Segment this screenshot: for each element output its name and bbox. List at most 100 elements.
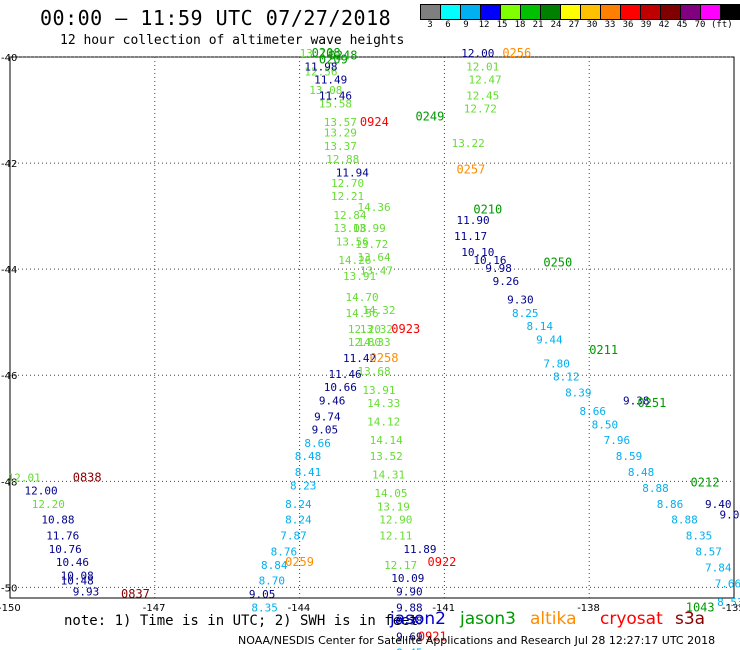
swh-reading: 13.57 <box>324 116 357 129</box>
lon-label: -150 <box>0 603 21 614</box>
swh-reading: 8.66 <box>304 437 331 450</box>
swh-reading: 12.01 <box>8 471 41 484</box>
lon-label: -141 <box>432 603 455 614</box>
legend-jason2: jason2 <box>390 609 446 629</box>
swh-reading: 9.04 <box>720 508 740 521</box>
pass-time-tag: 0921 <box>418 629 447 643</box>
swh-reading: 14.70 <box>345 291 378 304</box>
lon-label: -144 <box>288 603 311 614</box>
pass-time-tag: 0256 <box>502 46 531 60</box>
swh-reading: 8.59 <box>616 450 643 463</box>
lon-label: -135 <box>722 603 740 614</box>
swh-reading: 10.16 <box>473 254 506 267</box>
swh-reading: 8.70 <box>259 575 286 588</box>
swh-reading: 9.38 <box>396 615 423 628</box>
swh-reading: 9.05 <box>249 588 275 601</box>
scale-label: 42 <box>658 20 670 30</box>
swh-reading: 7.87 <box>280 530 307 543</box>
swh-reading: 10.08 <box>61 569 94 582</box>
swh-reading: 12.88 <box>326 153 359 166</box>
swh-reading: 12.00 <box>24 485 57 498</box>
swh-reading: 9.46 <box>319 394 346 407</box>
pass-time-tag: 0209 <box>319 52 348 66</box>
swh-reading: 9.38 <box>623 394 650 407</box>
swh-reading: 13.32 <box>360 323 393 336</box>
swh-reading: 11.94 <box>336 166 369 179</box>
swh-reading: 11.76 <box>46 530 79 543</box>
swh-reading: 13.10 <box>300 47 333 60</box>
swh-reading: 8.24 <box>285 514 312 527</box>
swh-reading: 10.76 <box>49 543 82 556</box>
pass-time-tag: 0212 <box>691 476 720 490</box>
swh-reading: 8.35 <box>251 601 277 614</box>
scale-label: 9 <box>463 20 469 30</box>
scale-label: 15 <box>496 20 508 30</box>
swh-reading: 15.58 <box>319 97 352 110</box>
swh-reading: 13.22 <box>452 137 485 150</box>
swh-reading: 9.69 <box>396 630 423 643</box>
scale-label: 6 <box>445 20 451 30</box>
swh-reading: 8.35 <box>686 530 713 543</box>
swh-reading: 9.44 <box>536 333 563 346</box>
swh-reading: 12.47 <box>469 74 502 87</box>
swh-reading: 14.26 <box>338 254 371 267</box>
swh-reading: 13.68 <box>358 365 391 378</box>
swh-reading: 7.66 <box>715 577 740 590</box>
swh-reading: 13.08 <box>333 222 366 235</box>
pass-time-tag: 0922 <box>428 555 457 569</box>
swh-reading: 7.80 <box>543 357 570 370</box>
scale-label: 30 <box>586 20 598 30</box>
page-title: 00:00 – 11:59 UTC 07/27/2018 <box>40 6 392 30</box>
swh-reading: 8.45 <box>396 646 423 650</box>
swh-reading: 13.52 <box>370 450 403 463</box>
swh-reading: 12.84 <box>333 209 366 222</box>
lat-label: -46 <box>1 371 17 382</box>
scale-label: 24 <box>550 20 562 30</box>
swh-reading: 12.70 <box>331 177 364 190</box>
swh-reading: 9.90 <box>396 585 423 598</box>
pass-time-tag: 0250 <box>543 256 572 270</box>
swh-reading: 12.20 <box>348 323 381 336</box>
lat-label: -48 <box>1 477 17 488</box>
pass-time-tag: 0211 <box>589 343 618 357</box>
swh-reading: 9.05 <box>312 424 339 437</box>
scale-label: 27 <box>568 20 580 30</box>
swh-reading: 8.84 <box>261 559 288 572</box>
swh-reading: 13.37 <box>324 140 357 153</box>
swh-reading: 8.41 <box>295 466 322 479</box>
scale-label: 21 <box>532 20 544 30</box>
scale-label: 12 <box>478 20 490 30</box>
swh-reading: 8.57 <box>695 546 722 559</box>
scale-label: 36 <box>622 20 634 30</box>
lon-label: -138 <box>577 603 600 614</box>
legend-cryosat: cryosat <box>600 609 663 629</box>
swh-reading: 8.12 <box>553 371 580 384</box>
swh-reading: 14.36 <box>358 201 391 214</box>
swh-reading: 8.50 <box>592 418 619 431</box>
swh-reading: 8.76 <box>271 546 298 559</box>
scale-label: 39 <box>640 20 652 30</box>
pass-time-tag: 0259 <box>285 555 314 569</box>
swh-reading: 12.56 <box>304 66 337 79</box>
swh-reading: 12.90 <box>379 514 412 527</box>
legend-note: note: 1) Time is in UTC; 2) SWH is in fe… <box>64 613 419 629</box>
swh-reading: 13.29 <box>324 127 357 140</box>
pass-time-tag: 0258 <box>370 351 399 365</box>
swh-reading: 13.91 <box>343 270 376 283</box>
swh-reading: 12.01 <box>466 60 499 73</box>
swh-reading: 13.99 <box>353 222 386 235</box>
swh-reading: 7.84 <box>705 561 732 574</box>
pass-time-tag: 0924 <box>360 115 389 129</box>
swh-reading: 13.56 <box>336 235 369 248</box>
swh-reading: 11.49 <box>314 74 347 87</box>
swh-reading: 12.45 <box>466 89 499 102</box>
swh-reading: 8.86 <box>657 498 684 511</box>
swh-reading: 9.88 <box>396 601 423 614</box>
lat-label: -50 <box>1 583 17 594</box>
swh-reading: 12.80 <box>348 336 381 349</box>
swh-reading: 9.74 <box>314 410 341 423</box>
swh-reading: 9.98 <box>485 262 512 275</box>
swh-reading: 12.21 <box>331 190 364 203</box>
swh-reading: 9.40 <box>705 498 732 511</box>
